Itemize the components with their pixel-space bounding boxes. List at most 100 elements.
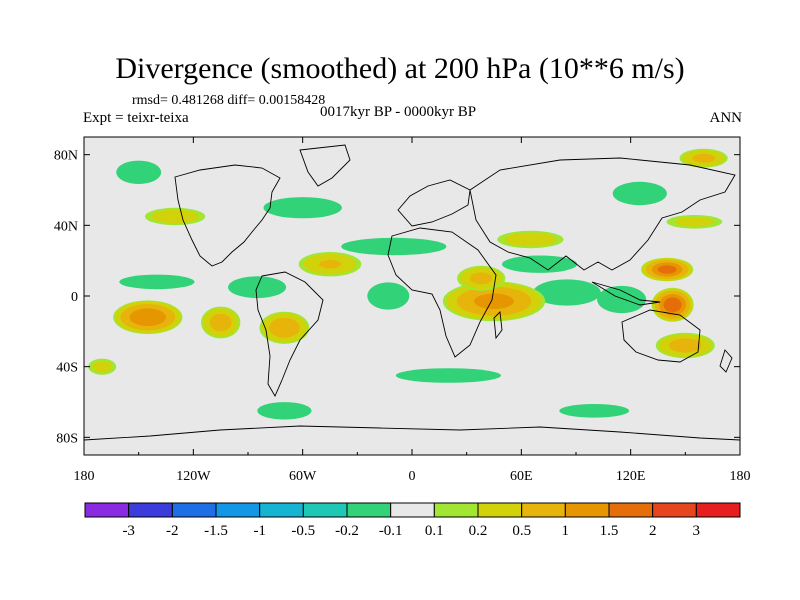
field-feature bbox=[341, 237, 447, 256]
colorbar-swatch bbox=[302, 502, 348, 518]
field-contour bbox=[504, 232, 557, 247]
colorbar-swatch bbox=[215, 502, 261, 518]
field-feature bbox=[666, 215, 723, 229]
colorbar-swatch bbox=[433, 502, 479, 518]
map-title: Divergence (smoothed) at 200 hPa (10**6 … bbox=[115, 52, 685, 85]
field-feature bbox=[259, 311, 310, 344]
field-contour bbox=[257, 402, 312, 420]
field-feature bbox=[257, 402, 312, 420]
colorbar-swatch bbox=[477, 502, 523, 518]
colorbar-swatch bbox=[84, 502, 130, 518]
field-contour bbox=[533, 279, 601, 306]
field-contour bbox=[151, 209, 199, 224]
field-contour bbox=[119, 274, 195, 290]
field-contour bbox=[675, 217, 714, 227]
field-contour bbox=[129, 308, 166, 327]
colorbar-label: -2 bbox=[166, 523, 179, 539]
colorbar-label: 1 bbox=[562, 523, 570, 539]
field-contour bbox=[469, 272, 493, 285]
colorbar-swatch bbox=[346, 502, 392, 518]
colorbar-label: -1 bbox=[253, 523, 266, 539]
colorbar-swatch bbox=[171, 502, 217, 518]
coast-africa bbox=[387, 227, 497, 358]
x-tick-label: 180 bbox=[730, 469, 751, 484]
field-feature bbox=[612, 181, 667, 206]
field-feature bbox=[655, 332, 715, 359]
y-tick-label: 80N bbox=[54, 149, 78, 164]
latitude-axis: 80N 40N 0 40S 80S bbox=[54, 149, 740, 446]
coast-north-america bbox=[174, 164, 281, 267]
field-contour bbox=[663, 297, 682, 313]
field-feature bbox=[113, 300, 183, 335]
y-tick-label: 40S bbox=[56, 361, 78, 376]
colorbar-label: 1.5 bbox=[600, 523, 619, 539]
field-feature bbox=[263, 197, 342, 219]
field-contour bbox=[319, 260, 341, 269]
field-feature bbox=[395, 368, 501, 383]
colorbar-swatch bbox=[390, 502, 435, 518]
field-feature bbox=[298, 252, 362, 277]
field-contour bbox=[92, 361, 112, 373]
colorbar-label: 0.5 bbox=[512, 523, 531, 539]
field-feature bbox=[88, 358, 117, 375]
field-feature bbox=[116, 160, 162, 184]
field-feature bbox=[497, 230, 564, 249]
colorbar-label: 2 bbox=[649, 523, 657, 539]
colorbar-label: -0.1 bbox=[379, 523, 403, 539]
x-tick-label: 120E bbox=[616, 469, 646, 484]
field-feature bbox=[442, 281, 546, 322]
x-tick-label: 120W bbox=[176, 469, 211, 484]
colorbar-label: 0.2 bbox=[469, 523, 488, 539]
coast-south-america bbox=[255, 271, 324, 397]
coast-antarctica bbox=[84, 425, 740, 441]
field-contour bbox=[668, 338, 702, 353]
longitude-axis: 180 120W 60W 0 60E 120E 180 bbox=[74, 137, 751, 484]
y-tick-label: 40N bbox=[54, 219, 78, 234]
field-feature bbox=[641, 257, 694, 282]
divergence-field bbox=[88, 148, 728, 420]
colorbar-swatch bbox=[521, 502, 566, 518]
field-contour bbox=[367, 282, 410, 310]
field-contour bbox=[263, 197, 342, 219]
field-contour bbox=[269, 317, 300, 338]
x-tick-label: 0 bbox=[409, 469, 416, 484]
coast-europe bbox=[397, 179, 471, 227]
colorbar-label: -1.5 bbox=[204, 523, 228, 539]
field-feature bbox=[367, 282, 410, 310]
field-contour bbox=[474, 293, 514, 309]
colorbar-swatch bbox=[128, 502, 173, 518]
field-contour bbox=[116, 160, 162, 184]
coast-new-zealand bbox=[719, 349, 733, 373]
colorbar: -3 -2 -1.5 -1 -0.5 -0.2 -0.1 0.1 0.2 0.5 1 1.5 2 3 bbox=[84, 502, 741, 539]
colorbar-swatch bbox=[608, 502, 654, 518]
field-feature bbox=[201, 306, 241, 339]
colorbar-swatch bbox=[564, 502, 610, 518]
y-tick-label: 80S bbox=[56, 431, 78, 446]
field-feature bbox=[533, 279, 601, 306]
field-contour bbox=[559, 404, 630, 418]
field-contour bbox=[209, 313, 232, 332]
colorbar-label: -0.5 bbox=[291, 523, 315, 539]
field-contour bbox=[341, 237, 447, 256]
field-feature bbox=[651, 287, 694, 322]
field-contour bbox=[395, 368, 501, 383]
field-feature bbox=[559, 404, 630, 418]
colorbar-swatch bbox=[652, 502, 697, 518]
colorbar-label: 0.1 bbox=[425, 523, 444, 539]
field-feature bbox=[145, 207, 206, 226]
coastlines bbox=[84, 144, 740, 441]
field-feature bbox=[679, 148, 728, 168]
season-label: ANN bbox=[709, 110, 743, 126]
coast-madagascar bbox=[493, 311, 503, 340]
field-feature bbox=[119, 274, 195, 290]
x-tick-label: 60W bbox=[289, 469, 317, 484]
experiment-label: Expt = teixr-teixa bbox=[83, 110, 189, 126]
field-contour bbox=[657, 265, 677, 274]
field-contour bbox=[612, 181, 667, 206]
coast-australia bbox=[621, 309, 701, 363]
field-feature bbox=[457, 265, 506, 291]
y-tick-label: 0 bbox=[71, 290, 78, 305]
colorbar-swatch bbox=[695, 502, 741, 518]
time-period-label: 0017kyr BP - 0000kyr BP bbox=[320, 104, 477, 120]
coast-greenland bbox=[299, 144, 351, 187]
